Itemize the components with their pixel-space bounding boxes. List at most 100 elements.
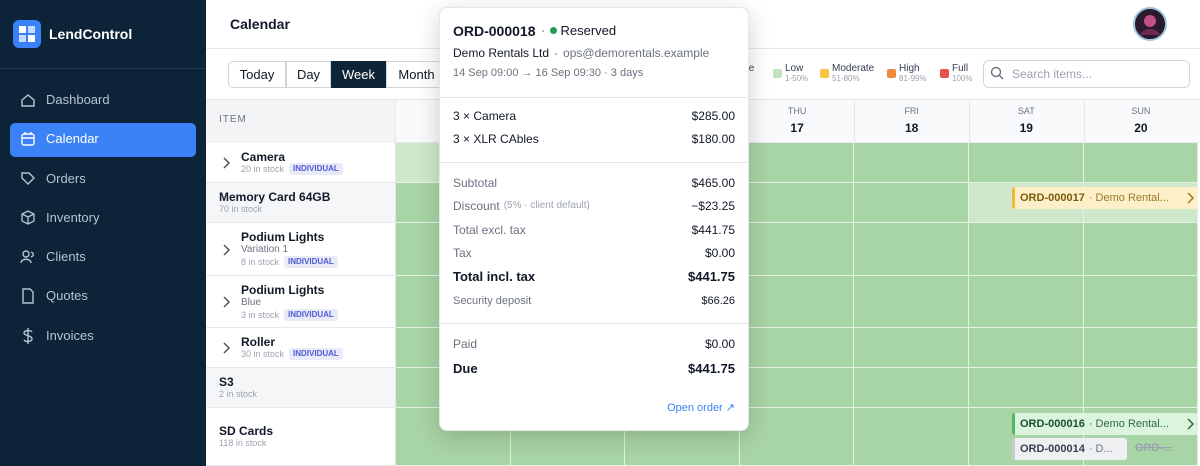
nav-item[interactable]: Invoices — [46, 328, 94, 343]
nav-icon — [21, 94, 35, 107]
order-popover — [439, 7, 749, 431]
view-button[interactable]: Today — [228, 61, 286, 88]
summary-label: Subtotal — [453, 176, 498, 190]
item-header-bg — [206, 100, 396, 143]
rental-period: 14 Sep 09:00 → 16 Sep 09:30 · 3 days — [453, 67, 644, 79]
summary-amount: $66.26 — [701, 295, 735, 307]
availability-cell[interactable] — [1083, 143, 1199, 183]
day-date: 18 — [905, 121, 919, 135]
avatar — [1133, 7, 1167, 41]
nav-item[interactable]: Quotes — [46, 288, 88, 303]
chevron-icon — [223, 157, 231, 169]
item-variant: Blue — [241, 297, 262, 308]
availability-cell[interactable] — [969, 276, 1084, 328]
event-bar[interactable] — [1012, 413, 1198, 435]
item-stock: 118 in stock — [219, 438, 267, 448]
nav-item[interactable]: Dashboard — [46, 92, 110, 107]
nav-icon — [22, 288, 34, 304]
client-email: ops@demorentals.example — [563, 46, 710, 60]
event-client: · Demo Rental... — [1088, 418, 1169, 430]
availability-cell[interactable] — [854, 223, 969, 276]
availability-cell[interactable] — [739, 368, 855, 408]
availability-cell[interactable] — [854, 368, 969, 408]
sidebar-divider — [0, 68, 206, 69]
availability-cell[interactable] — [1083, 223, 1199, 276]
view-button[interactable]: Week — [331, 61, 386, 88]
legend-label: Full — [952, 63, 969, 74]
separator-dot — [555, 53, 558, 55]
summary-label: Due — [453, 361, 478, 376]
chevron-icon — [223, 296, 231, 308]
availability-cell[interactable] — [1083, 328, 1199, 368]
summary-note: (5% · client default) — [503, 200, 590, 211]
availability-cell[interactable] — [854, 183, 969, 223]
nav-item[interactable]: Calendar — [46, 131, 99, 146]
view-button[interactable]: Month — [386, 61, 447, 88]
chevron-icon — [1187, 418, 1195, 430]
legend-label: Moderate — [832, 63, 875, 74]
nav-icon — [21, 210, 35, 225]
day-name: SAT — [1017, 106, 1035, 116]
sidebar — [0, 0, 206, 466]
nav-item[interactable]: Inventory — [46, 210, 100, 225]
item-variant: Variation 1 — [241, 244, 289, 255]
item-stock: 20 in stock — [241, 164, 285, 174]
item-row — [206, 408, 396, 466]
legend-range: 81-99% — [899, 74, 927, 83]
item-name: SD Cards — [219, 424, 274, 438]
availability-cell[interactable] — [854, 328, 969, 368]
line-item: 3 × XLR CAbles — [453, 132, 539, 146]
chevron-icon — [1187, 192, 1195, 204]
item-name: Roller — [241, 335, 276, 349]
item-stock: 2 in stock — [219, 389, 258, 399]
availability-cell[interactable] — [969, 143, 1084, 183]
search-box[interactable] — [983, 60, 1190, 88]
nav-item[interactable]: Orders — [46, 171, 86, 186]
summary-amount: $0.00 — [704, 337, 735, 351]
item-name: Podium Lights — [241, 230, 325, 244]
item-name: Podium Lights — [241, 283, 325, 297]
availability-cell[interactable] — [739, 143, 855, 183]
availability-cell[interactable] — [1083, 368, 1199, 408]
summary-amount: $0.00 — [704, 246, 735, 260]
status-dot — [549, 27, 557, 34]
availability-cell[interactable] — [854, 276, 969, 328]
summary-amount: −$23.25 — [691, 199, 735, 213]
item-stock: 30 in stock — [241, 349, 285, 359]
line-item: 3 × Camera — [453, 109, 517, 123]
item-name: S3 — [219, 375, 234, 389]
availability-cell[interactable] — [1083, 276, 1199, 328]
availability-cell[interactable] — [739, 276, 855, 328]
page-title: Calendar — [230, 16, 290, 32]
availability-cell[interactable] — [739, 408, 855, 466]
line-amount: $285.00 — [691, 109, 735, 123]
nav-icon — [21, 132, 35, 146]
event-bar[interactable] — [1012, 438, 1127, 460]
nav-item[interactable]: Clients — [46, 249, 86, 264]
item-tag: INDIVIDUAL — [284, 309, 338, 321]
availability-cell[interactable] — [969, 223, 1084, 276]
popover-divider — [440, 162, 748, 163]
availability-cell[interactable] — [739, 183, 855, 223]
legend-range: 1-50% — [785, 74, 809, 83]
availability-cell[interactable] — [739, 223, 855, 276]
summary-amount: $441.75 — [688, 361, 735, 376]
availability-cell[interactable] — [854, 408, 969, 466]
availability-cell[interactable] — [739, 328, 855, 368]
summary-label: Discount — [453, 199, 500, 213]
availability-cell[interactable] — [969, 328, 1084, 368]
chevron-icon — [223, 342, 231, 354]
summary-label: Security deposit — [453, 295, 532, 307]
event-bar[interactable] — [1012, 187, 1198, 209]
view-button[interactable]: Day — [286, 61, 331, 88]
item-tag: INDIVIDUAL — [289, 348, 343, 360]
open-order-link[interactable]: Open order ↗ — [667, 402, 735, 414]
day-date: 19 — [1019, 121, 1033, 135]
summary-label: Tax — [453, 246, 472, 260]
availability-cell[interactable] — [854, 143, 969, 183]
availability-cell[interactable] — [969, 368, 1084, 408]
item-row — [206, 183, 396, 223]
search-placeholder: Search items... — [1012, 67, 1093, 81]
day-name: THU — [787, 106, 807, 116]
